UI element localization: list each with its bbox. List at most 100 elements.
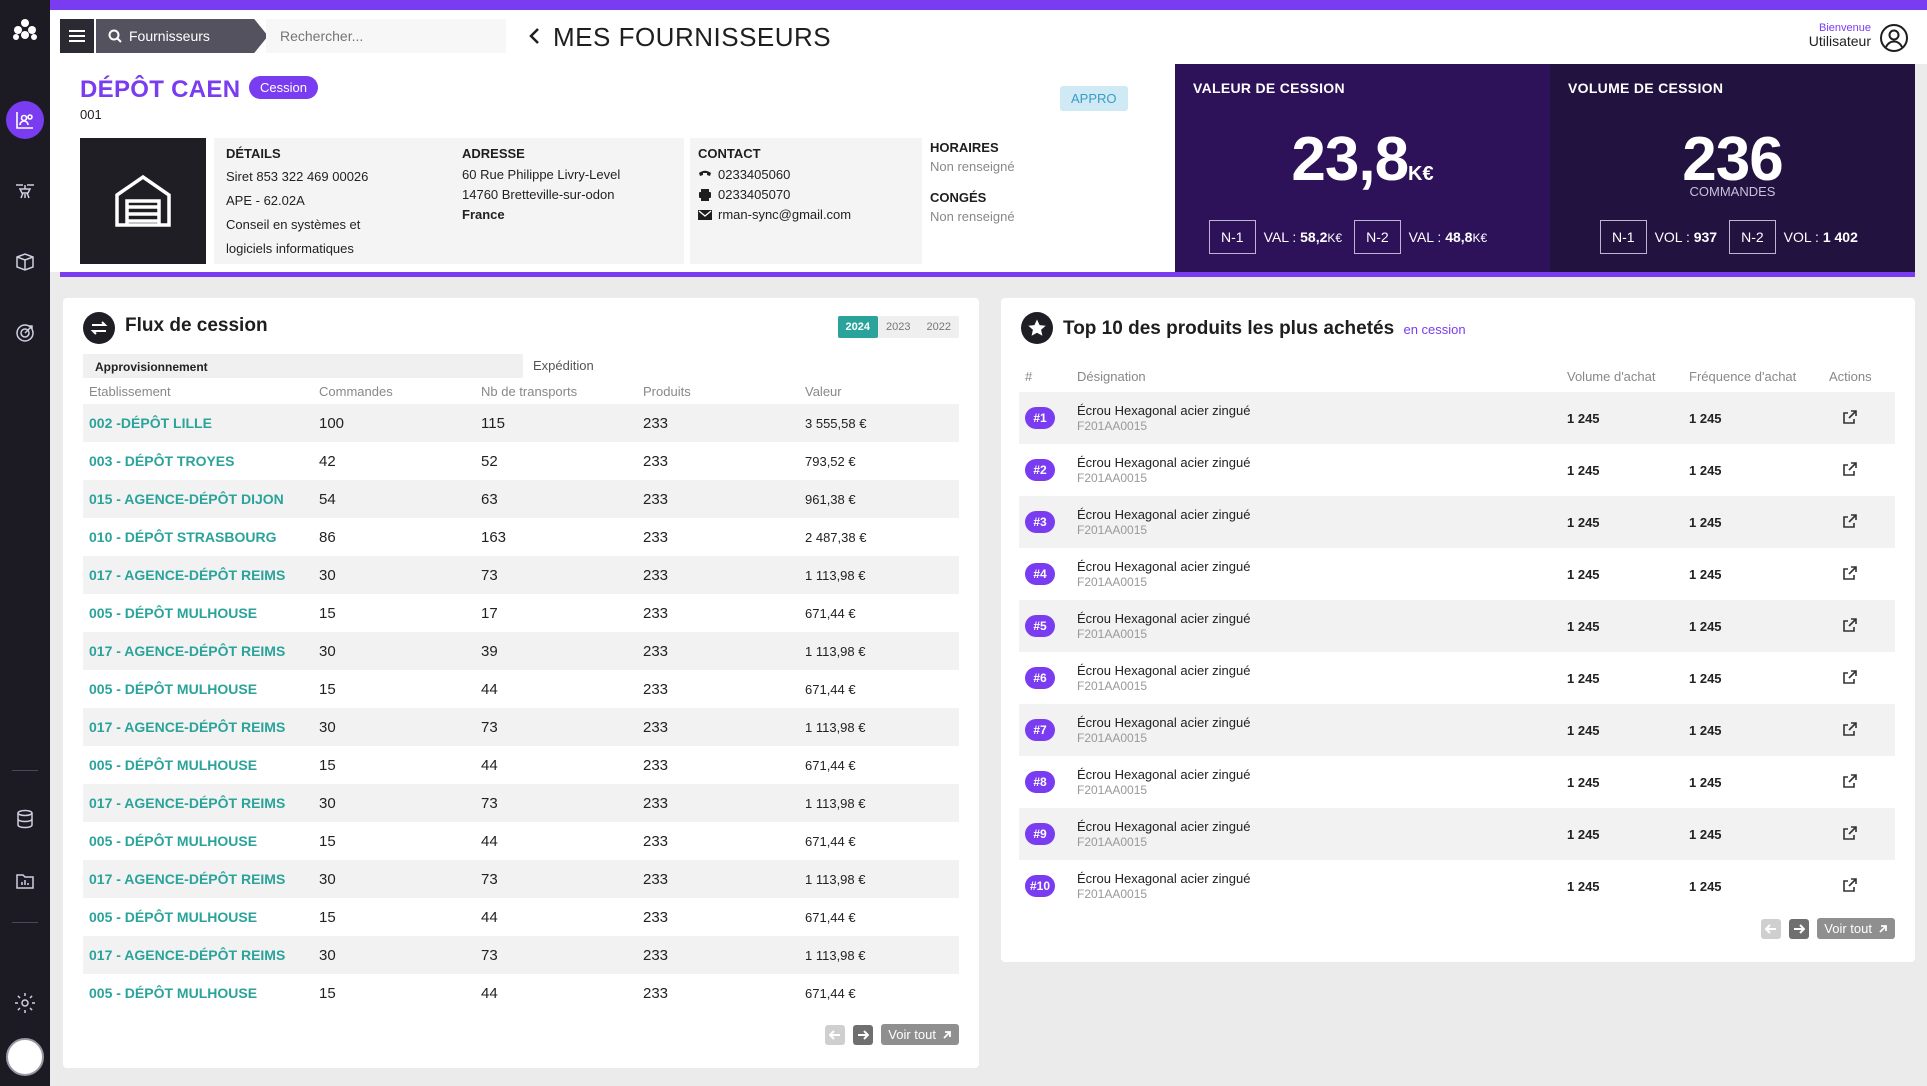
menu-button[interactable] [60,19,94,53]
back-button[interactable] [522,24,546,48]
table-row[interactable]: 017 - AGENCE-DÉPÔT REIMS 30 73 233 1 113,98 … [83,784,959,822]
year-tab[interactable]: 2024 [837,316,879,338]
sidebar-item-dashboard[interactable] [6,101,44,139]
product-name: Écrou Hexagonal acier zingué [1077,663,1251,678]
column-header[interactable]: Désignation [1077,368,1146,384]
table-row[interactable]: 005 - DÉPÔT MULHOUSE 15 44 233 671,44 € [83,670,959,708]
table-row[interactable]: 017 - AGENCE-DÉPÔT REIMS 30 39 233 1 113,98 … [83,632,959,670]
avatar[interactable] [6,1038,44,1076]
establishment-cell[interactable]: 017 - AGENCE-DÉPÔT REIMS [83,784,313,822]
establishment-cell[interactable]: 005 - DÉPÔT MULHOUSE [89,833,258,849]
warehouse-icon [115,174,171,227]
establishment-cell[interactable]: 002 -DÉPÔT LILLE [83,404,313,442]
open-external-icon[interactable] [1843,565,1857,580]
open-external-icon[interactable] [1843,773,1857,788]
column-header[interactable]: Nb de transports [481,383,578,399]
value-cell: 3 555,58 € [799,404,959,442]
establishment-cell[interactable]: 017 - AGENCE-DÉPÔT REIMS [83,936,313,974]
table-row[interactable]: 017 - AGENCE-DÉPÔT REIMS 30 73 233 1 113,98 … [83,708,959,746]
value-cell: 1 113,98 € [799,708,959,746]
table-row[interactable]: 017 - AGENCE-DÉPÔT REIMS 30 73 233 1 113,98 … [83,936,959,974]
table-row[interactable]: #8 Écrou Hexagonal acier zingué F201AA0015… [1019,756,1895,808]
open-external-icon[interactable] [1843,617,1857,632]
table-row[interactable]: 003 - DÉPÔT TROYES 42 52 233 793,52 € [83,442,959,480]
prev-page-button[interactable] [825,1024,846,1045]
mail-icon [698,210,712,220]
establishment-cell[interactable]: 010 - DÉPÔT STRASBOURG [89,529,277,545]
establishment-cell[interactable]: 005 - DÉPÔT MULHOUSE [89,681,258,697]
establishment-cell[interactable]: 005 - DÉPÔT MULHOUSE [89,757,258,773]
table-row[interactable]: #3 Écrou Hexagonal acier zingué F201AA0015… [1019,496,1895,548]
column-header[interactable]: Fréquence d'achat [1689,368,1797,384]
column-header[interactable]: Etablissement [89,383,171,399]
open-external-icon[interactable] [1843,877,1857,892]
table-row[interactable]: 017 - AGENCE-DÉPÔT REIMS 30 73 233 1 113,98 … [83,860,959,898]
next-page-button[interactable] [853,1024,874,1045]
tab-expedition[interactable]: Expédition [533,358,594,373]
table-row[interactable]: #5 Écrou Hexagonal acier zingué F201AA0015… [1019,600,1895,652]
search-input[interactable] [266,19,506,53]
establishment-cell[interactable]: 015 - AGENCE-DÉPÔT DIJON [83,480,313,518]
table-row[interactable]: 002 -DÉPÔT LILLE 100 115 233 3 555,58 € [83,404,959,442]
open-external-icon[interactable] [1843,461,1857,476]
table-row[interactable]: #2 Écrou Hexagonal acier zingué F201AA0015… [1019,444,1895,496]
open-external-icon[interactable] [1843,669,1857,684]
user-account-icon[interactable] [1879,23,1909,53]
sidebar-item-transport[interactable] [6,172,44,210]
sidebar-item-targets[interactable] [6,314,44,352]
open-external-icon[interactable] [1843,409,1857,424]
sidebar-item-settings[interactable] [6,984,44,1022]
column-header[interactable]: Valeur [805,383,842,399]
prev-page-button[interactable] [1761,918,1782,939]
table-row[interactable]: #4 Écrou Hexagonal acier zingué F201AA0015… [1019,548,1895,600]
column-header[interactable]: Volume d'achat [1567,368,1656,384]
table-row[interactable]: 010 - DÉPÔT STRASBOURG 86 163 233 2 487,38 € [83,518,959,556]
establishment-cell[interactable]: 017 - AGENCE-DÉPÔT REIMS [83,708,313,746]
establishment-cell[interactable]: 005 - DÉPÔT MULHOUSE [89,909,258,925]
orders-cell: 30 [313,708,475,746]
transports-cell: 44 [481,984,498,1002]
column-header[interactable]: Produits [643,383,691,399]
actions-cell [1823,600,1895,652]
contact-email[interactable]: rman-sync@gmail.com [698,205,918,225]
table-row[interactable]: 015 - AGENCE-DÉPÔT DIJON 54 63 233 961,38 € [83,480,959,518]
table-row[interactable]: #10 Écrou Hexagonal acier zingué F201AA001… [1019,860,1895,912]
column-header[interactable]: Commandes [319,383,393,399]
table-row[interactable]: 005 - DÉPÔT MULHOUSE 15 44 233 671,44 € [83,746,959,784]
table-row[interactable]: #7 Écrou Hexagonal acier zingué F201AA0015… [1019,704,1895,756]
table-row[interactable]: #1 Écrou Hexagonal acier zingué F201AA0015… [1019,392,1895,444]
establishment-cell[interactable]: 017 - AGENCE-DÉPÔT REIMS [83,632,313,670]
see-all-button[interactable]: Voir tout [881,1024,959,1045]
contact-phone[interactable]: 0233405060 [698,165,918,185]
sidebar-item-reports[interactable] [6,862,44,900]
table-row[interactable]: 005 - DÉPÔT MULHOUSE 15 44 233 671,44 € [83,822,959,860]
table-row[interactable]: 005 - DÉPÔT MULHOUSE 15 17 233 671,44 € [83,594,959,632]
establishment-cell[interactable]: 017 - AGENCE-DÉPÔT REIMS [83,860,313,898]
tab-approvisionnement[interactable]: Approvisionnement [83,354,523,378]
sidebar-item-database[interactable] [6,800,44,838]
table-row[interactable]: 017 - AGENCE-DÉPÔT REIMS 30 73 233 1 113,98 … [83,556,959,594]
fax-number: 0233405070 [718,187,791,202]
logo-icon[interactable] [12,18,38,40]
establishment-cell[interactable]: 005 - DÉPÔT MULHOUSE [89,985,258,1001]
sidebar-item-products[interactable] [6,243,44,281]
year-tab[interactable]: 2023 [886,321,911,333]
table-row[interactable]: 005 - DÉPÔT MULHOUSE 15 44 233 671,44 € [83,974,959,1012]
open-external-icon[interactable] [1843,721,1857,736]
open-external-icon[interactable] [1843,825,1857,840]
search-scope-tab[interactable]: Fournisseurs [96,19,268,53]
table-row[interactable]: #6 Écrou Hexagonal acier zingué F201AA0015… [1019,652,1895,704]
establishment-cell[interactable]: 017 - AGENCE-DÉPÔT REIMS [83,556,313,594]
n2-number: 48,8 [1445,229,1473,245]
establishment-cell[interactable]: 005 - DÉPÔT MULHOUSE [89,605,258,621]
table-row[interactable]: #9 Écrou Hexagonal acier zingué F201AA0015… [1019,808,1895,860]
see-all-button[interactable]: Voir tout [1817,918,1895,939]
open-external-icon[interactable] [1843,513,1857,528]
year-tab[interactable]: 2022 [926,321,951,333]
orders-cell: 15 [319,756,336,774]
next-page-button[interactable] [1789,918,1810,939]
table-row[interactable]: 005 - DÉPÔT MULHOUSE 15 44 233 671,44 € [83,898,959,936]
contact-fax[interactable]: 0233405070 [698,185,918,205]
establishment-cell[interactable]: 003 - DÉPÔT TROYES [89,453,235,469]
address-line: 14760 Bretteville-sur-odon [462,187,615,202]
